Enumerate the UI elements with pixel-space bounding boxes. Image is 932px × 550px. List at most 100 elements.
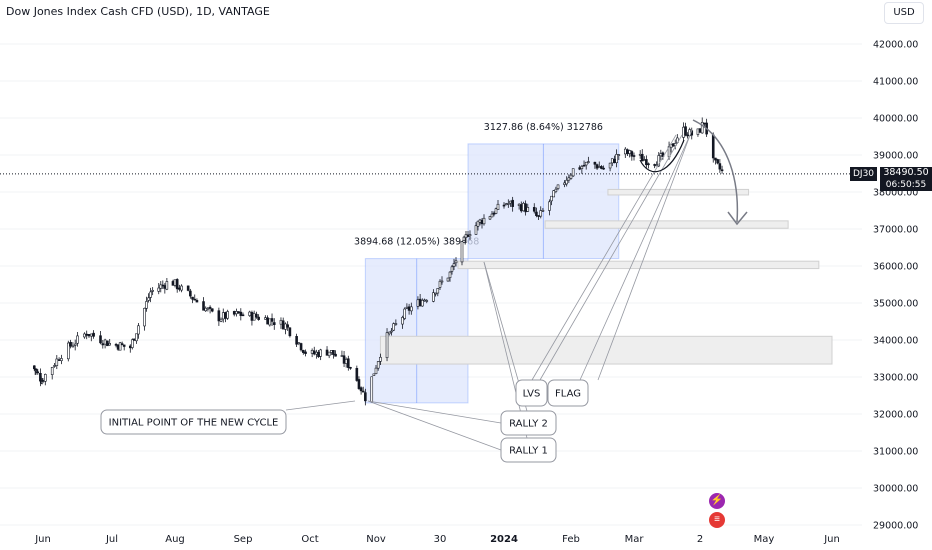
candle-body	[349, 367, 352, 369]
candle-body	[114, 344, 118, 346]
candle-body	[99, 335, 102, 344]
candle-body	[286, 324, 289, 328]
candle-body	[299, 343, 303, 351]
candle-body	[157, 287, 161, 292]
x-tick-label: Nov	[366, 534, 386, 545]
callout-pointer	[483, 261, 528, 439]
candle-body	[584, 161, 588, 166]
candle-body	[580, 166, 584, 170]
lightning-icon[interactable]: ⚡	[709, 493, 725, 509]
candle-body	[257, 316, 260, 320]
candle-body	[137, 325, 140, 335]
candle-body	[440, 280, 444, 283]
candle-body	[682, 126, 685, 138]
candle-body	[224, 312, 227, 319]
currency-button[interactable]: USD	[884, 2, 924, 24]
candle-body	[206, 307, 210, 310]
callout-label: LVS	[523, 389, 541, 400]
us-flag-icon[interactable]: ≡	[709, 512, 725, 528]
x-tick-label: Mar	[625, 534, 645, 545]
x-tick-label: Sep	[234, 534, 253, 545]
candle-body	[504, 203, 508, 206]
gap-zone	[544, 220, 789, 229]
time-axis: Jun Jul Aug Sep Oct Nov 30 2024 Feb Mar 2 May Jun	[34, 534, 840, 545]
candle-body	[151, 290, 154, 292]
callout-label: INITIAL POINT OF THE NEW CYCLE	[109, 418, 279, 429]
candle-body	[448, 271, 452, 279]
candle-body	[407, 306, 411, 311]
y-tick-label: 41000.00	[873, 77, 918, 88]
candle-body	[403, 308, 406, 319]
candle-body	[264, 317, 267, 320]
candle-body	[268, 318, 272, 326]
candle-body	[60, 358, 63, 362]
candle-body	[145, 301, 148, 309]
candle-body	[147, 297, 150, 301]
candle-body	[310, 350, 314, 354]
candle-body	[226, 311, 229, 319]
candle-body	[537, 215, 540, 217]
candle-body	[165, 281, 169, 290]
candle-body	[593, 161, 597, 165]
candle-body	[266, 317, 269, 325]
y-tick-label: 29000.00	[873, 521, 918, 532]
measure-range-label: 3127.86 (8.64%) 312786	[484, 122, 603, 133]
candle-body	[344, 359, 348, 364]
y-tick-label: 38000.00	[873, 188, 918, 199]
candle-body	[718, 163, 722, 170]
candle-body	[438, 280, 442, 288]
candle-body	[401, 317, 404, 325]
candle-body	[53, 365, 56, 367]
x-tick-label: Jun	[34, 534, 51, 545]
candle-body	[490, 213, 494, 218]
candle-body	[446, 277, 450, 282]
gap-zone	[379, 335, 833, 365]
candle-body	[405, 306, 409, 309]
candle-body	[239, 311, 243, 316]
candle-body	[655, 164, 658, 167]
candle-body	[698, 128, 702, 133]
candle-body	[511, 199, 514, 207]
candle-body	[454, 260, 458, 264]
candle-body	[186, 285, 190, 291]
candle-body	[149, 291, 152, 298]
candle-body	[288, 327, 292, 337]
candle-body	[315, 351, 318, 355]
candle-body	[327, 351, 331, 357]
candle-body	[700, 122, 704, 134]
candle-body	[628, 150, 631, 154]
drawing-tools: INITIAL POINT OF THE NEW CYCLE RALLY 2 RAL…	[100, 119, 748, 463]
y-tick-label: 35000.00	[873, 299, 918, 310]
candle-body	[272, 322, 276, 326]
candle-body	[281, 320, 285, 330]
candle-body	[279, 320, 283, 325]
x-tick-label: Jun	[823, 534, 840, 545]
candle-body	[55, 358, 59, 366]
candle-body	[716, 159, 719, 164]
callout-pointer	[539, 134, 683, 381]
candle-body	[106, 340, 109, 347]
candle-body	[312, 350, 316, 355]
candle-body	[617, 154, 621, 156]
callout-box	[547, 379, 589, 407]
candle-body	[232, 311, 236, 315]
candle-body	[191, 296, 194, 300]
candle-body	[376, 361, 380, 369]
last-price: 38490.50	[883, 167, 929, 178]
candle-body	[221, 312, 225, 320]
x-tick-label: 2024	[490, 534, 518, 545]
candle-body	[235, 311, 238, 315]
candle-body	[432, 292, 435, 302]
candle-body	[301, 350, 305, 353]
candle-body	[494, 208, 498, 214]
candle-body	[334, 353, 337, 357]
candle-body	[460, 241, 464, 263]
candle-body	[711, 134, 715, 159]
candle-body	[135, 333, 138, 342]
candle-body	[630, 151, 634, 157]
candle-body	[387, 331, 391, 335]
candle-body	[554, 188, 558, 193]
candle-body	[116, 344, 120, 350]
callout-label: FLAG	[555, 389, 581, 400]
